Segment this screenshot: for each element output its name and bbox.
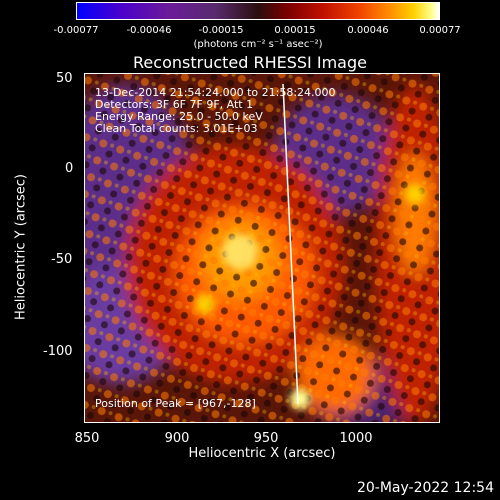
clean-counts: Clean Total counts: 3.01E+03 (95, 122, 258, 135)
energy-range: Energy Range: 25.0 - 50.0 keV (95, 110, 263, 123)
y-axis-label: Heliocentric Y (arcsec) (13, 174, 29, 320)
rhessi-image-svg (85, 74, 439, 422)
rhessi-image (84, 73, 440, 423)
detectors: Detectors: 3F 6F 7F 9F, Att 1 (95, 98, 254, 111)
colorbar-tick-label: 0.00015 (274, 25, 316, 36)
colorbar-tick-label: -0.00077 (53, 25, 99, 36)
colorbar-tick-label: -0.00046 (126, 25, 172, 36)
bright-sources (195, 184, 425, 409)
colorbar-unit-label: (photons cm⁻² s⁻¹ asec⁻²) (193, 39, 323, 50)
footer-date: 20-May-2022 12:54 (356, 480, 494, 496)
x-tick-label: 1000 (339, 431, 373, 446)
y-tick-label: -50 (51, 252, 73, 267)
observation-info: 13-Dec-2014 21:54:24.000 to 21:58:24.000… (95, 87, 336, 135)
x-axis-label: Heliocentric X (arcsec) (188, 446, 336, 461)
y-tick-label: 0 (65, 161, 74, 176)
colorbar (76, 2, 440, 20)
x-tick-label: 900 (164, 431, 190, 446)
image-title: Reconstructed RHESSI Image (133, 53, 367, 72)
y-tick-label: -100 (43, 344, 73, 359)
time-range: 13-Dec-2014 21:54:24.000 to 21:58:24.000 (95, 86, 336, 99)
x-tick-label: 850 (74, 431, 100, 446)
y-tick-label: 50 (56, 71, 73, 86)
solar-limb-line (282, 83, 299, 405)
colorbar-tick-label: -0.00015 (198, 25, 244, 36)
colorbar-tick-label: 0.00046 (347, 25, 389, 36)
x-tick-label: 950 (253, 431, 279, 446)
colorbar-tick-label: 0.00077 (419, 25, 461, 36)
peak-position: Position of Peak = [967,-128] (95, 397, 256, 410)
